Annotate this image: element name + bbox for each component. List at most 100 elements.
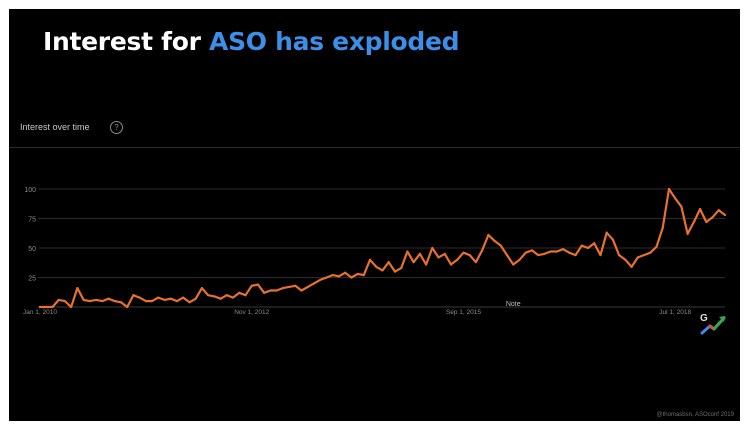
data-point (169, 297, 172, 300)
data-point (717, 209, 720, 212)
data-point (275, 289, 278, 292)
data-point (337, 275, 341, 278)
data-point (543, 252, 546, 255)
data-point (481, 249, 484, 252)
data-point (400, 266, 403, 270)
data-point (263, 291, 266, 294)
data-point (424, 263, 428, 266)
data-point (605, 231, 608, 234)
data-point (530, 249, 534, 252)
data-point (487, 233, 490, 237)
data-point (88, 300, 91, 303)
data-point (138, 296, 141, 299)
data-point (132, 294, 135, 297)
data-point (549, 250, 552, 253)
data-point (57, 298, 60, 302)
data-point (331, 274, 334, 277)
data-point (387, 261, 390, 264)
data-point (468, 253, 471, 257)
data-point (194, 297, 197, 300)
data-point (692, 220, 695, 224)
data-point (661, 226, 664, 230)
question-circle-icon[interactable]: ? (110, 121, 123, 134)
data-point (418, 252, 421, 255)
data-point (686, 232, 689, 235)
data-point (655, 245, 658, 248)
data-point (456, 258, 459, 261)
data-point (449, 263, 453, 266)
data-point (586, 246, 590, 250)
data-point (524, 251, 527, 254)
data-point (642, 253, 646, 257)
data-point (555, 250, 558, 253)
title-highlight: ASO has exploded (209, 27, 460, 56)
data-point (667, 187, 671, 191)
x-tick-label: Jul 1, 2018 (659, 309, 691, 316)
data-point (269, 289, 272, 292)
data-point (126, 305, 129, 309)
data-point (412, 261, 415, 264)
data-point (406, 250, 409, 253)
interest-line-chart: 25 50 75 100 Jan 1, 2010 Nov 1, 2012 Sep 1, 20… (23, 187, 727, 316)
data-point (618, 253, 621, 257)
data-point (175, 300, 179, 303)
data-point (493, 239, 496, 243)
data-point (593, 242, 596, 245)
data-point (630, 265, 633, 268)
data-point (462, 251, 465, 254)
data-point (213, 295, 216, 298)
data-point (76, 287, 79, 290)
data-point (698, 207, 702, 211)
data-point (474, 261, 478, 264)
data-point (281, 287, 284, 290)
data-point (150, 300, 154, 303)
data-point (375, 265, 378, 268)
data-point (157, 296, 160, 299)
data-point (45, 305, 48, 309)
y-tick-label: 50 (28, 246, 36, 253)
data-point (200, 287, 204, 290)
data-point (381, 269, 384, 272)
data-point (238, 291, 241, 294)
data-point (537, 253, 540, 257)
y-tick-label: 100 (24, 187, 36, 194)
data-point (393, 270, 397, 273)
google-trends-icon[interactable]: G (700, 311, 728, 335)
data-point (82, 298, 85, 302)
title-prefix: Interest for (43, 27, 210, 56)
svg-text:G: G (700, 313, 708, 324)
chart-divider (9, 147, 740, 148)
data-point (518, 258, 521, 261)
data-point (437, 256, 440, 259)
data-point (599, 253, 602, 257)
data-point (356, 272, 359, 276)
slide-title: Interest for ASO has exploded (43, 27, 460, 56)
data-point (505, 253, 509, 257)
credit-text: @thomasbsn, ASOconf 2019 (656, 412, 734, 418)
x-tick-label: Sep 1, 2015 (446, 309, 481, 316)
y-tick-label: 75 (28, 217, 36, 224)
data-point (723, 213, 727, 217)
data-point (219, 297, 222, 300)
data-point (225, 294, 228, 297)
data-point (680, 205, 683, 208)
data-point (207, 294, 210, 297)
data-point (294, 284, 297, 287)
data-point (300, 289, 303, 292)
data-point (624, 258, 627, 261)
data-point (188, 301, 191, 304)
slide: Interest for ASO has exploded Interest o… (9, 9, 740, 421)
data-point (101, 300, 104, 303)
data-point (287, 285, 291, 289)
data-point (70, 305, 73, 309)
note-annotation: Note (506, 301, 521, 308)
data-point (611, 238, 615, 241)
data-point (38, 305, 42, 309)
data-point (113, 300, 116, 303)
data-point (306, 285, 309, 289)
data-point (63, 300, 67, 303)
data-point (512, 263, 515, 266)
data-point (107, 297, 110, 300)
data-point (163, 298, 166, 302)
data-point (574, 253, 577, 257)
